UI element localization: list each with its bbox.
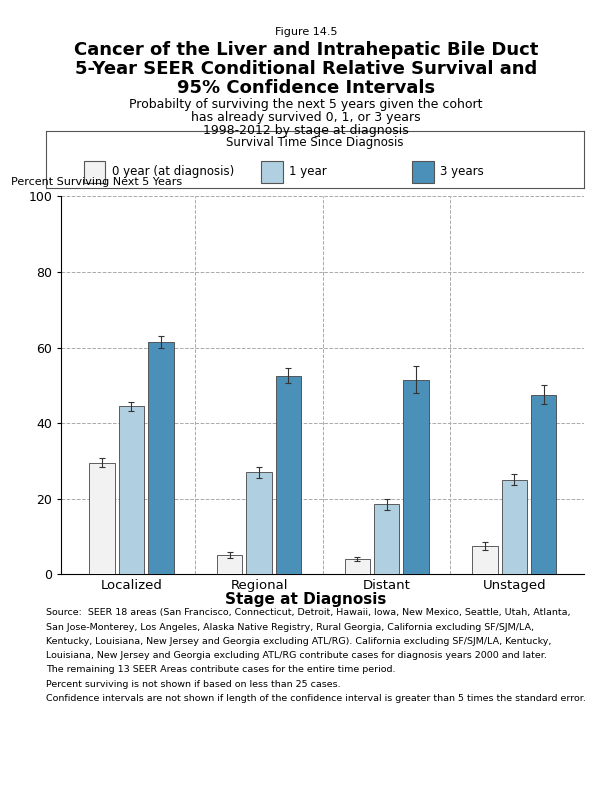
Text: Percent Surviving Next 5 Years: Percent Surviving Next 5 Years xyxy=(12,177,182,187)
Text: 5-Year SEER Conditional Relative Survival and: 5-Year SEER Conditional Relative Surviva… xyxy=(75,60,537,78)
Bar xyxy=(374,505,400,574)
Bar xyxy=(403,379,429,574)
Text: Cancer of the Liver and Intrahepatic Bile Duct: Cancer of the Liver and Intrahepatic Bil… xyxy=(74,41,538,59)
Bar xyxy=(119,406,144,574)
Text: Survival Time Since Diagnosis: Survival Time Since Diagnosis xyxy=(226,136,404,149)
Text: 1998-2012 by stage at diagnosis: 1998-2012 by stage at diagnosis xyxy=(203,124,409,136)
Bar xyxy=(246,472,272,574)
Bar xyxy=(84,161,105,183)
Text: 0 year (at diagnosis): 0 year (at diagnosis) xyxy=(111,166,234,178)
Text: Stage at Diagnosis: Stage at Diagnosis xyxy=(225,592,387,607)
Bar xyxy=(261,161,283,183)
Text: Percent surviving is not shown if based on less than 25 cases.: Percent surviving is not shown if based … xyxy=(46,680,340,688)
Bar xyxy=(148,342,174,574)
Bar xyxy=(89,463,115,574)
Text: 3 years: 3 years xyxy=(440,166,484,178)
Bar xyxy=(531,394,556,574)
Bar xyxy=(472,546,498,574)
Text: Probabilty of surviving the next 5 years given the cohort: Probabilty of surviving the next 5 years… xyxy=(129,98,483,111)
Bar xyxy=(412,161,434,183)
Bar xyxy=(217,555,242,574)
Text: 1 year: 1 year xyxy=(289,166,327,178)
Bar xyxy=(501,480,527,574)
Bar xyxy=(345,559,370,574)
Text: Figure 14.5: Figure 14.5 xyxy=(275,27,337,37)
Bar xyxy=(275,376,301,574)
Text: has already survived 0, 1, or 3 years: has already survived 0, 1, or 3 years xyxy=(191,111,421,124)
Text: Confidence intervals are not shown if length of the confidence interval is great: Confidence intervals are not shown if le… xyxy=(46,694,586,703)
Text: 95% Confidence Intervals: 95% Confidence Intervals xyxy=(177,79,435,97)
Text: The remaining 13 SEER Areas contribute cases for the entire time period.: The remaining 13 SEER Areas contribute c… xyxy=(46,665,395,674)
Text: San Jose-Monterey, Los Angeles, Alaska Native Registry, Rural Georgia, Californi: San Jose-Monterey, Los Angeles, Alaska N… xyxy=(46,623,534,631)
Text: Source:  SEER 18 areas (San Francisco, Connecticut, Detroit, Hawaii, Iowa, New M: Source: SEER 18 areas (San Francisco, Co… xyxy=(46,608,570,617)
Text: Louisiana, New Jersey and Georgia excluding ATL/RG contribute cases for diagnosi: Louisiana, New Jersey and Georgia exclud… xyxy=(46,651,547,660)
Text: Kentucky, Louisiana, New Jersey and Georgia excluding ATL/RG). California exclud: Kentucky, Louisiana, New Jersey and Geor… xyxy=(46,637,551,645)
